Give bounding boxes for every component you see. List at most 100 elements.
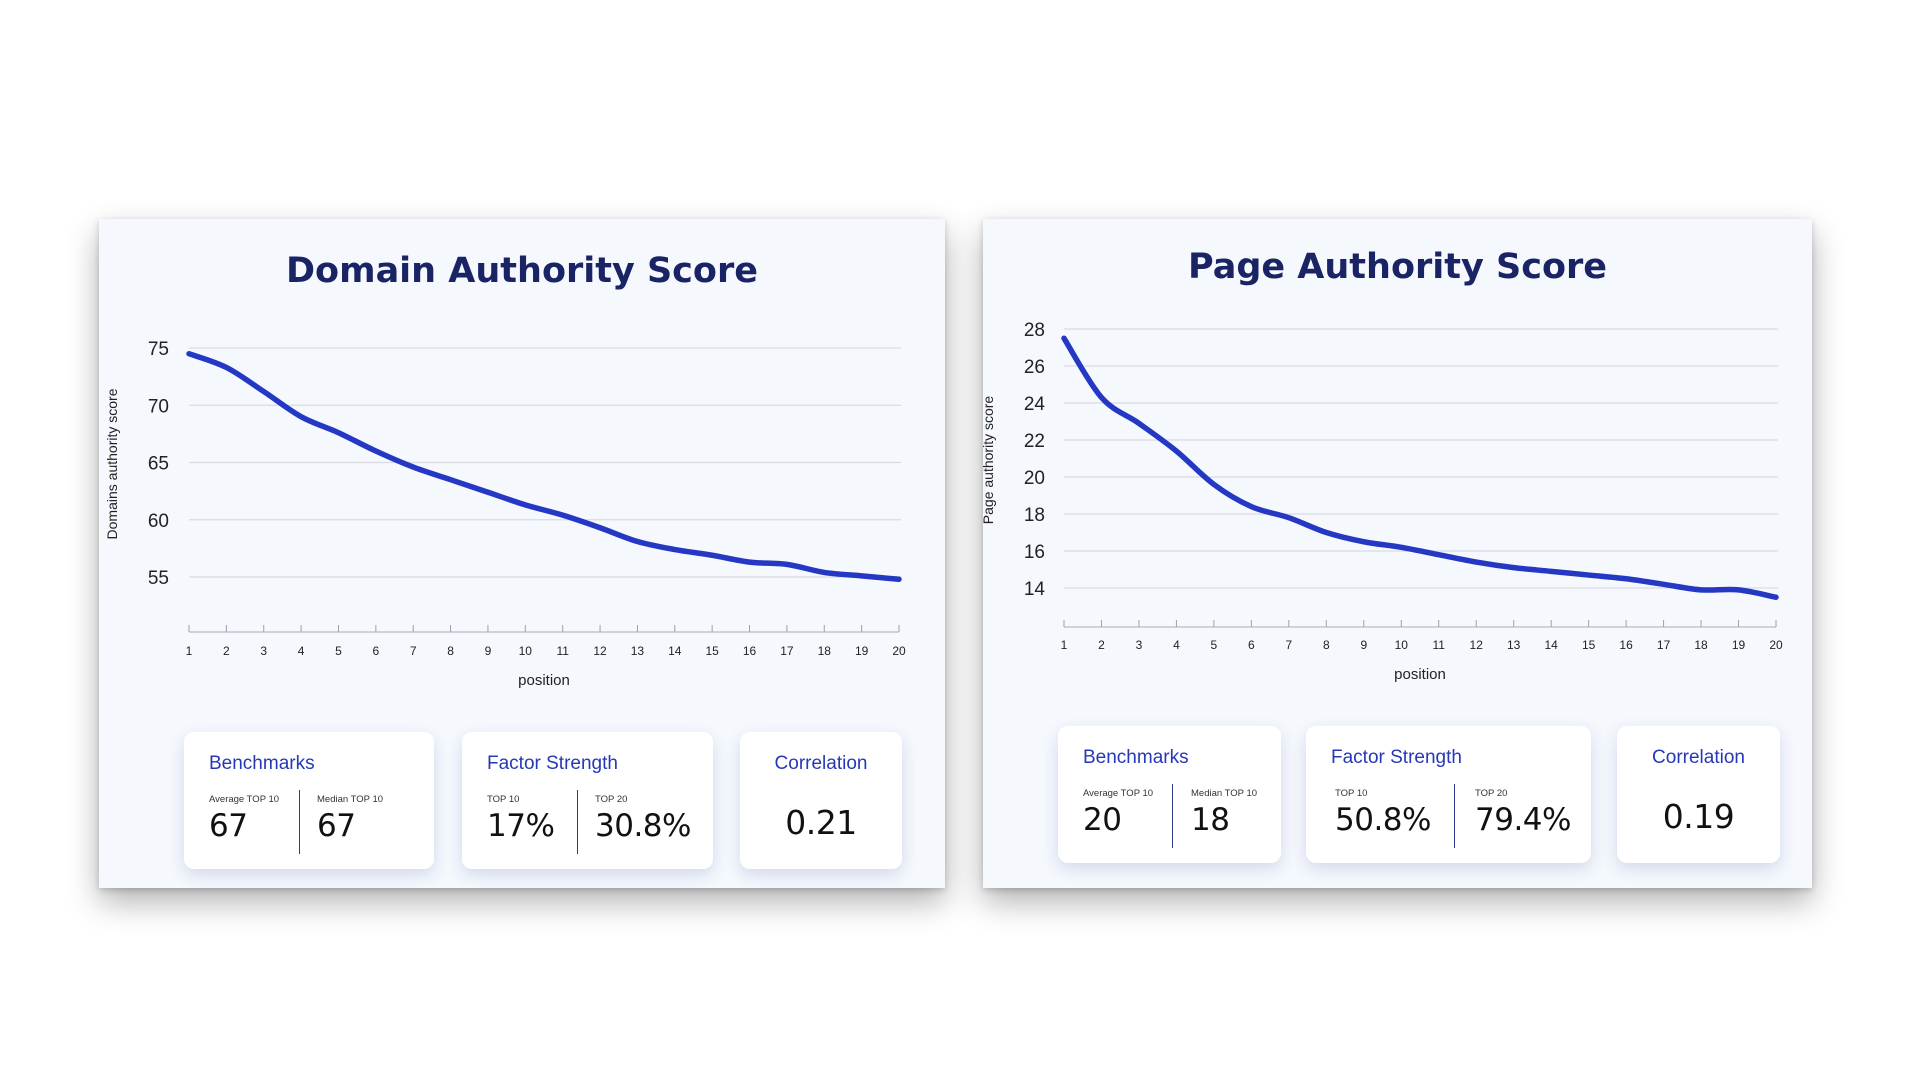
metric-value: 67 <box>209 808 248 844</box>
x-tick-label: 2 <box>1098 638 1105 652</box>
panel-title: Domain Authority Score <box>286 251 758 291</box>
x-tick-label: 16 <box>1619 638 1633 652</box>
x-tick-label: 10 <box>519 644 533 658</box>
benchmarks-card: Benchmarks Average TOP 10 20 Median TOP … <box>1058 726 1281 863</box>
correlation-metric: 0.21 <box>740 800 902 842</box>
series-line <box>1061 335 1779 600</box>
x-axis-label: position <box>518 672 570 689</box>
x-tick-label: 20 <box>892 644 906 658</box>
top20-metric: TOP 20 79.4% <box>1475 788 1571 838</box>
x-tick-label: 13 <box>1507 638 1521 652</box>
x-tick-label: 5 <box>335 644 342 658</box>
x-tick-label: 19 <box>1732 638 1746 652</box>
panel-title: Page Authority Score <box>1188 247 1607 287</box>
metric-divider <box>577 790 578 854</box>
x-tick-label: 12 <box>1470 638 1484 652</box>
metric-label: Average TOP 10 <box>209 794 280 805</box>
metric-value: 20 <box>1083 802 1122 838</box>
x-tick-label: 9 <box>485 644 492 658</box>
y-tick-label: 20 <box>1024 468 1045 489</box>
x-tick-label: 6 <box>1248 638 1255 652</box>
x-tick-label: 7 <box>410 644 417 658</box>
metric-value: 30.8% <box>595 808 691 844</box>
average-top10-metric: Average TOP 10 20 <box>1083 788 1153 838</box>
y-axis-label: Page authority score <box>980 396 996 525</box>
x-tick-label: 4 <box>1173 638 1180 652</box>
metric-label: TOP 10 <box>1335 788 1368 799</box>
benchmarks-title: Benchmarks <box>209 753 315 774</box>
x-tick-label: 14 <box>668 644 682 658</box>
x-tick-label: 2 <box>223 644 230 658</box>
x-tick-label: 9 <box>1360 638 1367 652</box>
x-tick-label: 6 <box>372 644 379 658</box>
y-tick-label: 22 <box>1024 431 1045 452</box>
x-tick-label: 17 <box>780 644 794 658</box>
x-tick-label: 1 <box>1061 638 1068 652</box>
x-tick-label: 16 <box>743 644 757 658</box>
y-tick-label: 55 <box>148 568 169 589</box>
metric-label: Median TOP 10 <box>1191 788 1258 799</box>
y-tick-label: 28 <box>1024 320 1045 341</box>
y-tick-label: 60 <box>148 511 169 532</box>
x-tick-label: 8 <box>447 644 454 658</box>
x-tick-label: 4 <box>298 644 305 658</box>
factor-strength-card: Factor Strength TOP 10 50.8% TOP 20 79.4… <box>1306 726 1591 863</box>
x-tick-label: 3 <box>1136 638 1143 652</box>
series-line <box>186 350 902 583</box>
metric-divider <box>1172 784 1173 848</box>
y-tick-label: 65 <box>148 454 169 475</box>
y-tick-label: 24 <box>1024 394 1046 415</box>
metric-value: 0.19 <box>1662 797 1735 836</box>
median-top10-metric: Median TOP 10 67 <box>317 794 383 844</box>
metric-label: TOP 20 <box>595 794 628 805</box>
factor-strength-title: Factor Strength <box>1331 747 1462 768</box>
x-tick-label: 19 <box>855 644 869 658</box>
x-tick-label: 14 <box>1544 638 1558 652</box>
x-tick-label: 3 <box>260 644 267 658</box>
top10-metric: TOP 10 50.8% <box>1335 788 1431 838</box>
correlation-title: Correlation <box>774 753 868 774</box>
x-tick-label: 5 <box>1211 638 1218 652</box>
metric-label: Median TOP 10 <box>317 794 384 805</box>
y-tick-label: 18 <box>1024 505 1045 526</box>
factor-strength-title: Factor Strength <box>487 753 618 774</box>
y-tick-label: 26 <box>1024 357 1045 378</box>
benchmarks-title: Benchmarks <box>1083 747 1189 768</box>
median-top10-metric: Median TOP 10 18 <box>1191 788 1257 838</box>
x-tick-label: 13 <box>631 644 645 658</box>
metric-value: 17% <box>487 808 555 844</box>
domain-authority-panel: Domain Authority Score 55 60 65 70 75 1 2 3 4 5 6 7… <box>99 219 945 888</box>
metric-value: 50.8% <box>1335 802 1431 838</box>
y-tick-label: 70 <box>148 396 169 417</box>
metric-value: 18 <box>1191 802 1230 838</box>
x-tick-label: 15 <box>705 644 719 658</box>
x-tick-label: 11 <box>1433 638 1446 652</box>
x-tick-label: 18 <box>818 644 832 658</box>
average-top10-metric: Average TOP 10 67 <box>209 794 279 844</box>
y-tick-label: 16 <box>1024 542 1045 563</box>
metric-value: 0.21 <box>785 803 857 842</box>
correlation-title: Correlation <box>1652 747 1745 768</box>
x-tick-label: 18 <box>1694 638 1708 652</box>
x-tick-label: 17 <box>1657 638 1671 652</box>
metric-value: 79.4% <box>1475 802 1571 838</box>
metric-label: TOP 10 <box>487 794 520 805</box>
y-tick-label: 75 <box>148 339 169 360</box>
x-tick-label: 10 <box>1395 638 1409 652</box>
top10-metric: TOP 10 17% <box>487 794 555 844</box>
x-tick-label: 1 <box>186 644 193 658</box>
metric-label: TOP 20 <box>1475 788 1508 799</box>
y-tick-label: 14 <box>1024 579 1046 600</box>
x-tick-label: 11 <box>556 644 569 658</box>
page-authority-panel: Page Authority Score 14 16 18 20 22 24 26 28 1 2 3… <box>980 219 1812 888</box>
correlation-card: Correlation 0.21 <box>740 732 902 869</box>
metric-divider <box>299 790 300 854</box>
metric-value: 67 <box>317 808 356 844</box>
x-tick-label: 15 <box>1582 638 1596 652</box>
correlation-metric: 0.19 <box>1617 794 1780 836</box>
x-tick-label: 8 <box>1323 638 1330 652</box>
metric-label: Average TOP 10 <box>1083 788 1154 799</box>
x-axis-label: position <box>1394 666 1446 683</box>
